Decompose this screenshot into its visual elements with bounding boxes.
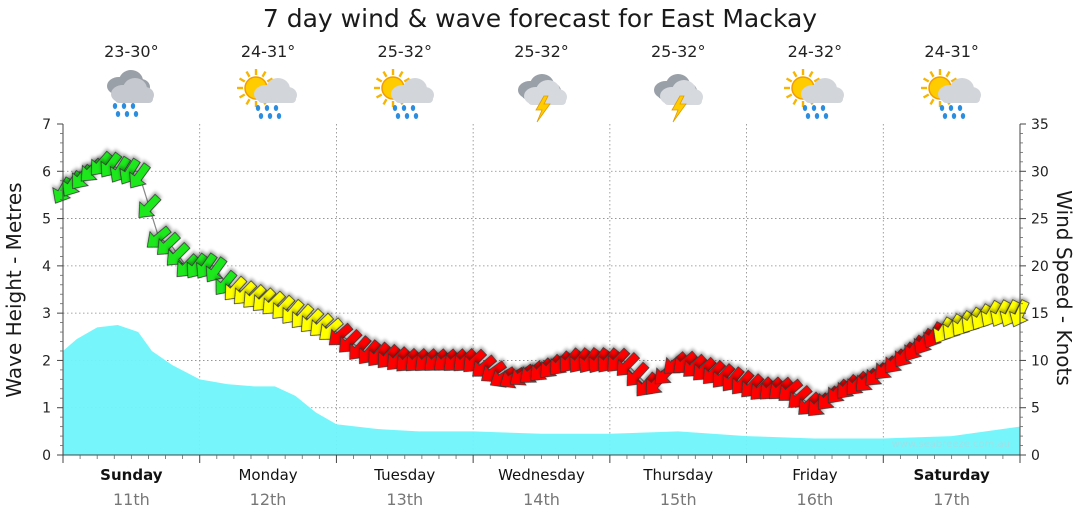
wind-arrow <box>129 162 151 189</box>
y2-tick-label: 10 <box>1031 353 1049 369</box>
y-tick-label: 0 <box>42 448 51 464</box>
day-temperature: 25-32° <box>650 42 706 61</box>
y2-tick-label: 20 <box>1031 259 1049 275</box>
day-temperature: 24-31° <box>240 42 296 61</box>
watermark-text: www.seabreeze.com.au <box>892 439 1010 450</box>
y-tick-label: 2 <box>42 353 51 369</box>
y2-tick-label: 5 <box>1031 401 1040 417</box>
day-name-label: Tuesday <box>374 466 436 484</box>
y-tick-label: 5 <box>42 212 51 228</box>
wind-arrow <box>166 241 191 266</box>
sun-rain-icon <box>755 66 875 124</box>
y-tick-label: 6 <box>42 164 51 180</box>
day-date-label: 15th <box>659 490 697 509</box>
sun-rain-icon <box>208 66 328 124</box>
y-tick-label: 3 <box>42 306 51 322</box>
day-name-label: Wednesday <box>498 466 585 484</box>
chart-title: 7 day wind & wave forecast for East Mack… <box>262 4 818 33</box>
day-date-label: 14th <box>523 490 560 509</box>
sun-rain-icon <box>892 66 1012 124</box>
storm-icon <box>618 66 738 124</box>
wind-arrow <box>138 193 162 219</box>
y2-tick-label: 25 <box>1031 212 1049 228</box>
day-date-label: 13th <box>386 490 424 509</box>
day-temperature: 25-32° <box>514 42 569 61</box>
wind-arrow <box>616 352 641 376</box>
wave-area <box>63 324 1020 455</box>
wind-arrow <box>1009 299 1030 328</box>
sun-rain-icon <box>345 66 465 124</box>
day-temperature: 24-32° <box>787 42 843 61</box>
wind-arrow <box>205 256 228 283</box>
day-name-label: Friday <box>792 466 838 484</box>
rain-cloud-icon <box>71 66 191 124</box>
day-name-label: Saturday <box>913 466 990 484</box>
day-name-label: Monday <box>238 466 298 484</box>
day-name-label: Thursday <box>643 466 714 484</box>
y-tick-label: 4 <box>42 259 51 275</box>
y2-tick-label: 30 <box>1031 164 1049 180</box>
wind-arrow <box>923 321 945 349</box>
y2-tick-label: 0 <box>1031 448 1040 464</box>
day-name-label: Sunday <box>100 466 163 484</box>
y-tick-label: 1 <box>42 401 51 417</box>
day-date-label: 17th <box>933 490 971 509</box>
y-tick-label: 7 <box>42 117 51 133</box>
day-date-label: 16th <box>796 490 834 509</box>
y2-tick-label: 15 <box>1031 306 1049 322</box>
day-temperature: 25-32° <box>377 42 433 61</box>
day-temperature: 24-31° <box>924 42 979 61</box>
day-temperature: 23-30° <box>104 42 159 61</box>
wind-arrow <box>626 361 650 387</box>
storm-icon <box>482 66 602 124</box>
day-date-label: 11th <box>112 490 150 509</box>
y2-tick-label: 35 <box>1031 117 1049 133</box>
day-date-label: 12th <box>249 490 287 509</box>
